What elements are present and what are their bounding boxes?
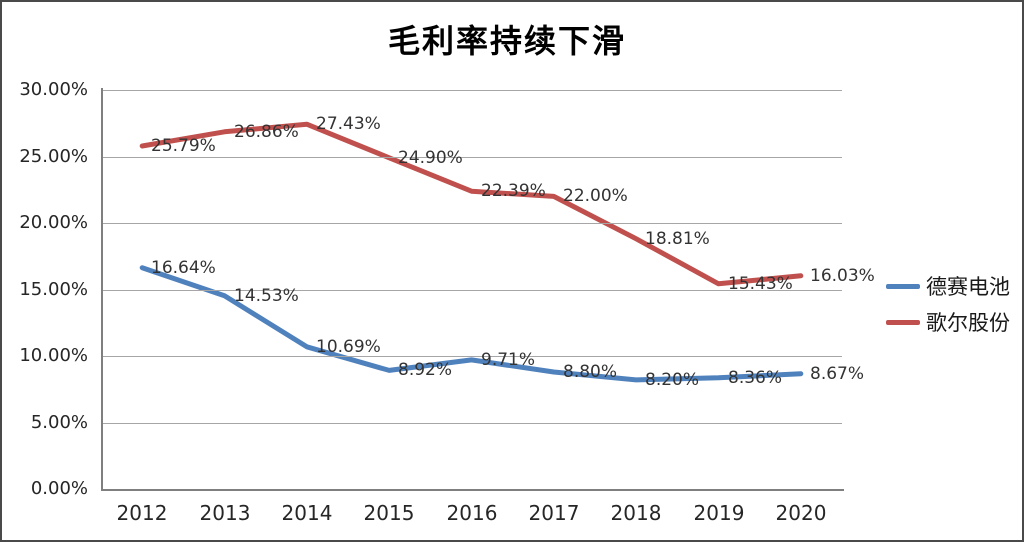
y-tick-label: 5.00% <box>30 412 88 433</box>
legend-label: 歌尔股份 <box>926 311 1010 335</box>
legend: 德赛电池 歌尔股份 <box>886 268 1010 340</box>
x-tick-label: 2020 <box>775 501 827 525</box>
x-tick-label: 2019 <box>693 501 745 525</box>
data-point-label: 26.86% <box>234 122 299 142</box>
data-point-label: 27.43% <box>316 114 381 134</box>
gridline <box>101 356 842 357</box>
data-point-label: 10.69% <box>316 337 381 357</box>
x-tick-label: 2017 <box>528 501 580 525</box>
legend-line-swatch <box>886 283 920 289</box>
y-tick-label: 20.00% <box>19 212 88 233</box>
data-point-label: 25.79% <box>151 136 216 156</box>
y-tick-label: 0.00% <box>30 478 88 499</box>
y-axis-line <box>101 88 103 491</box>
x-tick-label: 2012 <box>116 501 168 525</box>
x-tick-label: 2016 <box>446 501 498 525</box>
data-point-label: 8.80% <box>563 362 618 382</box>
y-tick-label: 15.00% <box>19 279 88 300</box>
legend-item-歌尔股份: 歌尔股份 <box>886 304 1010 340</box>
series-line-歌尔股份 <box>139 121 804 287</box>
legend-label: 德赛电池 <box>926 275 1010 299</box>
legend-line-swatch <box>886 319 920 325</box>
gridline <box>101 223 842 224</box>
data-point-label: 22.39% <box>481 181 546 201</box>
y-tick-label: 25.00% <box>19 146 88 167</box>
series-line-德赛电池 <box>139 265 804 383</box>
gridline <box>101 290 842 291</box>
data-point-label: 8.36% <box>728 368 783 388</box>
data-point-label: 14.53% <box>234 286 299 306</box>
data-point-label: 8.92% <box>398 360 453 380</box>
data-point-label: 15.43% <box>728 274 793 294</box>
legend-item-德赛电池: 德赛电池 <box>886 268 1010 304</box>
x-tick-label: 2015 <box>363 501 415 525</box>
y-tick-label: 10.00% <box>19 345 88 366</box>
chart-title: 毛利率持续下滑 <box>387 23 626 59</box>
x-axis-line <box>101 489 844 491</box>
data-point-label: 8.67% <box>810 364 865 384</box>
x-tick-label: 2014 <box>281 501 333 525</box>
gridline <box>101 90 842 91</box>
data-point-label: 16.03% <box>810 266 875 286</box>
data-point-label: 9.71% <box>481 350 536 370</box>
data-point-label: 16.64% <box>151 258 216 278</box>
data-point-label: 18.81% <box>645 229 710 249</box>
x-tick-label: 2018 <box>610 501 662 525</box>
y-tick-label: 30.00% <box>19 79 88 100</box>
data-point-label: 22.00% <box>563 186 628 206</box>
x-tick-label: 2013 <box>199 501 251 525</box>
data-point-label: 8.20% <box>645 370 700 390</box>
gridline <box>101 157 842 158</box>
gridline <box>101 423 842 424</box>
data-point-label: 24.90% <box>398 148 463 168</box>
